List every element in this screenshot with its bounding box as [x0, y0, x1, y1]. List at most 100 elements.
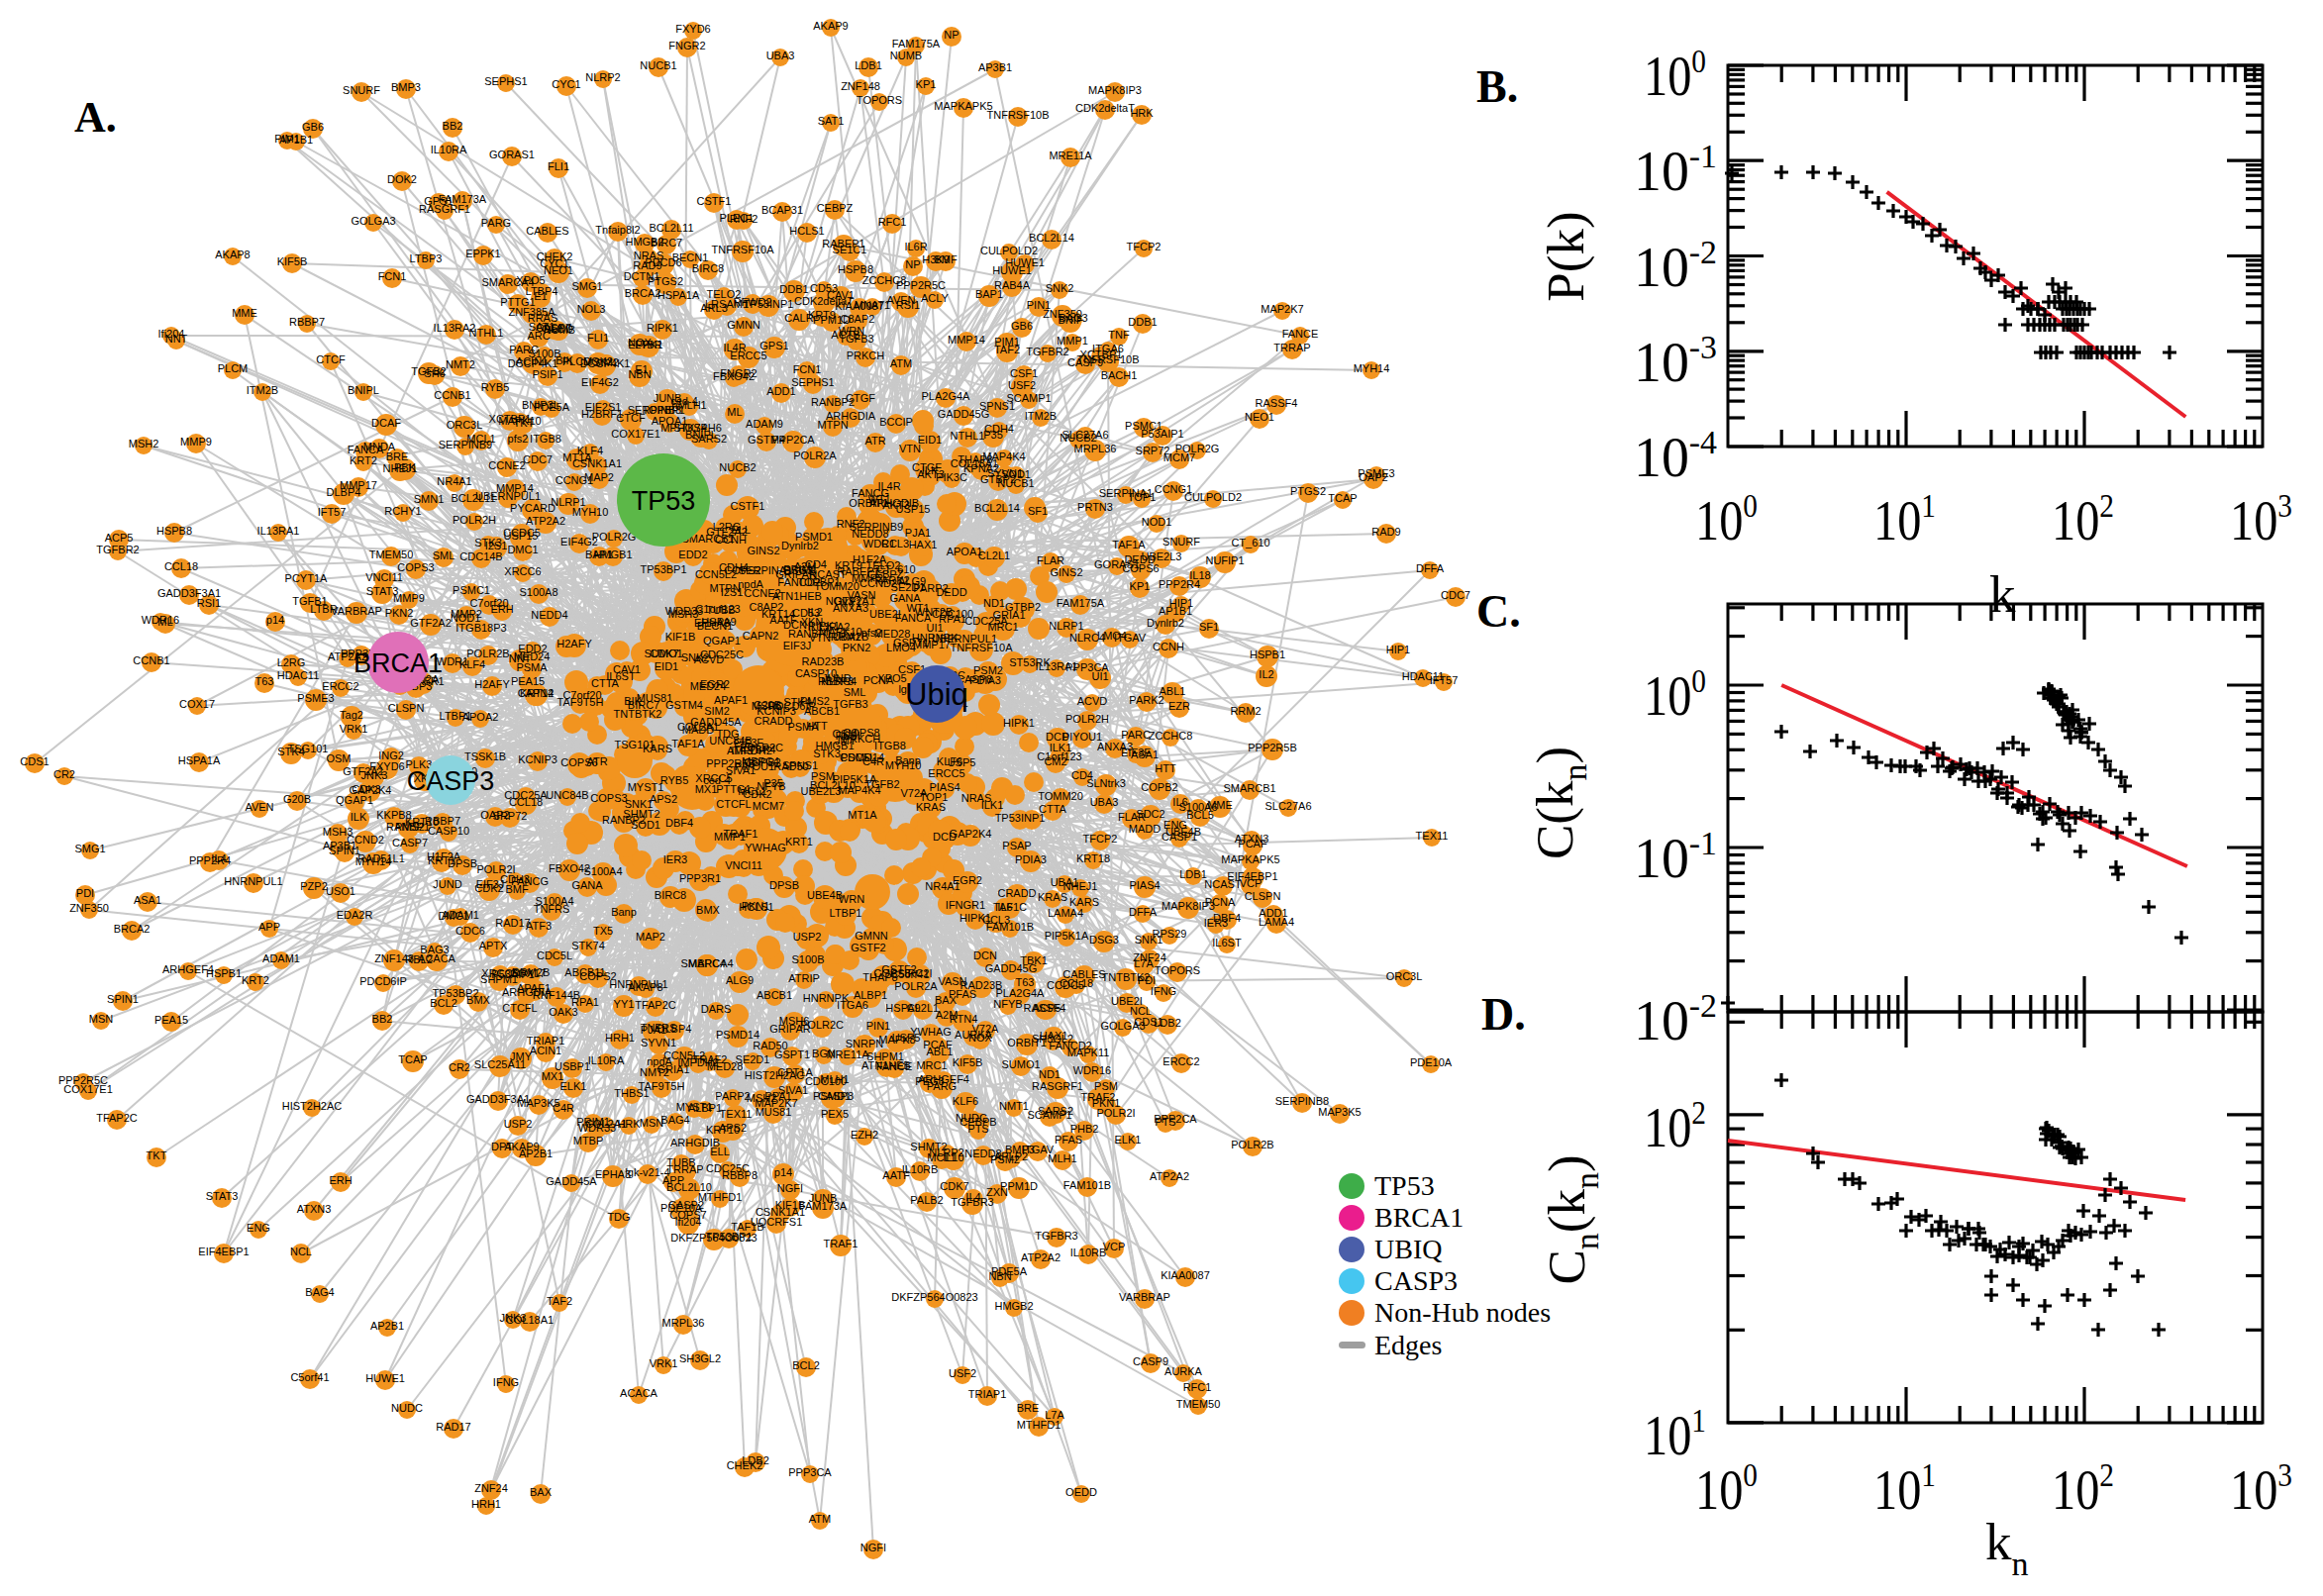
svg-text:BMP3: BMP3 [391, 81, 421, 93]
svg-text:PARG: PARG [481, 217, 511, 229]
svg-text:TGFB2: TGFB2 [864, 778, 899, 790]
svg-text:BCL2: BCL2 [792, 1359, 820, 1371]
svg-text:PPP2CA: PPP2CA [1154, 1113, 1197, 1125]
svg-text:EIF4EBP1: EIF4EBP1 [198, 1246, 249, 1257]
svg-text:USF2: USF2 [949, 1367, 976, 1379]
svg-text:IFT57: IFT57 [318, 506, 347, 518]
svg-text:CCNG1: CCNG1 [556, 474, 594, 486]
svg-text:DSG3: DSG3 [783, 564, 813, 576]
svg-text:ERCC2: ERCC2 [1162, 1055, 1199, 1067]
svg-text:RC2I: RC2I [907, 967, 932, 979]
svg-text:TNFRSF10B: TNFRSF10B [1077, 353, 1140, 365]
svg-text:UBE4B: UBE4B [1165, 826, 1201, 838]
svg-text:ORC3L: ORC3L [1386, 970, 1423, 982]
svg-text:ND1: ND1 [983, 597, 1005, 609]
svg-text:POLR2I: POLR2I [476, 863, 515, 875]
svg-text:ITM2B: ITM2B [247, 384, 278, 396]
svg-text:BCL5: BCL5 [1186, 809, 1214, 821]
svg-text:LMO4: LMO4 [1097, 630, 1127, 642]
svg-text:SUMO1: SUMO1 [1001, 1058, 1040, 1070]
svg-text:V72A: V72A [901, 787, 929, 799]
svg-text:CTCFL: CTCFL [502, 1002, 537, 1014]
svg-text:ZNF350: ZNF350 [69, 902, 109, 914]
svg-text:EPHA3: EPHA3 [694, 617, 730, 629]
svg-text:TAF9T5H: TAF9T5H [639, 1080, 685, 1092]
svg-text:C7orf20: C7orf20 [469, 597, 508, 609]
svg-text:T63: T63 [255, 675, 274, 687]
svg-text:HMGB2: HMGB2 [994, 1300, 1033, 1312]
svg-text:CCDC5: CCDC5 [1047, 979, 1084, 991]
svg-text:RASGRF1: RASGRF1 [1032, 1080, 1083, 1092]
svg-text:TNF: TNF [1108, 329, 1130, 341]
svg-text:GADD3F3A1: GADD3F3A1 [466, 1093, 530, 1105]
svg-text:LTBP4: LTBP4 [526, 285, 558, 297]
svg-text:MRC1: MRC1 [916, 1059, 947, 1071]
svg-text:Ubiq: Ubiq [905, 677, 968, 712]
svg-text:PCAF: PCAF [923, 1039, 953, 1050]
svg-text:C4R: C4R [553, 1102, 574, 1114]
svg-text:PIN1: PIN1 [866, 1020, 890, 1032]
svg-text:IL2: IL2 [807, 606, 822, 618]
svg-text:CL2L1: CL2L1 [978, 549, 1010, 561]
svg-text:VNCI11: VNCI11 [725, 859, 762, 871]
svg-text:FXYD6: FXYD6 [675, 23, 710, 35]
svg-text:BRCA2: BRCA2 [114, 923, 151, 935]
svg-text:TUBB: TUBB [666, 1156, 695, 1168]
svg-text:DPSB: DPSB [769, 879, 799, 891]
svg-text:TAF1C: TAF1C [993, 901, 1027, 913]
svg-text:CLSPN: CLSPN [1245, 890, 1281, 902]
svg-text:GOLGA3: GOLGA3 [351, 215, 395, 227]
svg-text:ILK1: ILK1 [1050, 742, 1072, 753]
svg-text:WDR33: WDR33 [665, 605, 704, 617]
svg-text:RAD17: RAD17 [436, 1421, 470, 1433]
svg-text:RSI1: RSI1 [197, 597, 221, 609]
svg-text:HRH1: HRH1 [605, 1032, 635, 1044]
svg-text:SNK2: SNK2 [1046, 282, 1074, 294]
svg-text:MAP3K5: MAP3K5 [1318, 1106, 1361, 1118]
svg-text:EPPK1: EPPK1 [465, 248, 500, 259]
svg-text:FCN1: FCN1 [793, 363, 822, 375]
svg-text:GMNN: GMNN [855, 930, 888, 942]
svg-text:GANA: GANA [571, 879, 603, 891]
svg-text:SHPM1: SHPM1 [866, 1050, 904, 1062]
svg-text:CDC25C: CDC25C [706, 1162, 750, 1174]
svg-text:TNFRSF10B: TNFRSF10B [987, 109, 1050, 121]
svg-text:EDD2: EDD2 [678, 549, 707, 560]
svg-text:TGFB3: TGFB3 [833, 698, 867, 710]
svg-text:AP2B1: AP2B1 [370, 1320, 404, 1332]
svg-text:TP53INP1: TP53INP1 [744, 298, 794, 310]
svg-text:TSG101: TSG101 [288, 743, 329, 754]
svg-text:POLR2C: POLR2C [800, 1019, 844, 1031]
svg-text:MMP1: MMP1 [714, 831, 746, 843]
svg-text:NMT2: NMT2 [446, 358, 475, 370]
svg-text:UBE2I: UBE2I [1111, 995, 1143, 1007]
svg-text:KIF1B: KIF1B [775, 1199, 806, 1211]
svg-text:PPP2R5B: PPP2R5B [1248, 742, 1297, 753]
svg-text:PALB2: PALB2 [910, 1194, 943, 1206]
svg-text:ABCB1: ABCB1 [757, 989, 792, 1001]
svg-text:L7A: L7A [1045, 1409, 1064, 1421]
svg-text:CDK2deltaT: CDK2deltaT [1075, 102, 1135, 114]
svg-text:LTBP1: LTBP1 [440, 710, 472, 722]
svg-text:TX5: TX5 [593, 925, 613, 937]
svg-text:BCCIP: BCCIP [879, 416, 913, 428]
svg-text:EIF3J: EIF3J [783, 640, 812, 651]
svg-text:GSTF2: GSTF2 [851, 942, 885, 953]
svg-text:CTCF: CTCF [316, 353, 346, 365]
svg-text:MME: MME [232, 307, 257, 319]
svg-text:SNURF: SNURF [343, 84, 380, 96]
svg-text:POLR2G: POLR2G [592, 531, 637, 543]
svg-text:GTF2A2: GTF2A2 [706, 526, 748, 538]
svg-text:CCNH: CCNH [1153, 641, 1184, 652]
svg-text:MCL1: MCL1 [927, 1151, 956, 1163]
svg-text:SHMT2: SHMT2 [623, 808, 659, 820]
svg-text:EZR: EZR [1168, 700, 1190, 712]
svg-text:NUFIP1: NUFIP1 [1205, 554, 1244, 566]
svg-text:SPIN1: SPIN1 [107, 993, 139, 1005]
svg-text:LAMA4: LAMA4 [1048, 907, 1083, 919]
svg-text:CASP3: CASP3 [407, 766, 495, 796]
svg-text:pfs2: pfs2 [508, 433, 529, 445]
svg-text:PPP2R5C: PPP2R5C [896, 279, 946, 291]
svg-text:EDA2R: EDA2R [337, 909, 373, 921]
svg-text:KLF6: KLF6 [953, 1095, 978, 1107]
